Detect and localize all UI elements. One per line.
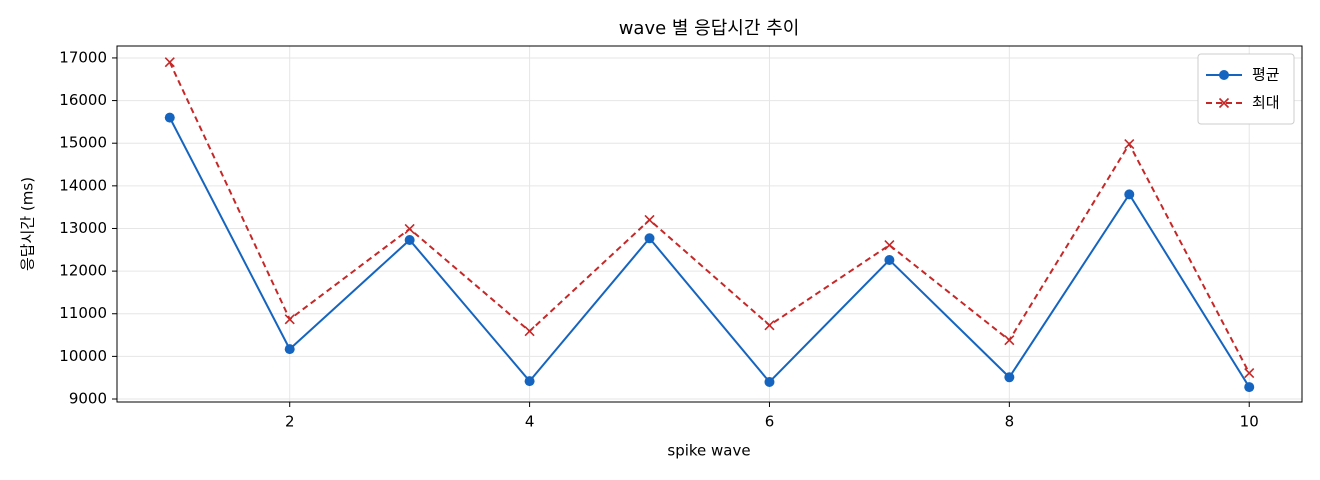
y-tick-label: 10000 [59, 347, 107, 365]
x-tick-label: 2 [285, 413, 295, 431]
chart-title: wave 별 응답시간 추이 [619, 18, 800, 39]
marker [884, 240, 895, 251]
plot-frame [116, 45, 1303, 403]
marker [1244, 367, 1255, 379]
marker [164, 112, 175, 123]
legend-box [1197, 53, 1295, 125]
marker [644, 233, 655, 244]
marker [1004, 335, 1015, 346]
marker [644, 214, 655, 226]
y-tick-label: 9000 [69, 390, 107, 408]
legend-marker [1219, 70, 1229, 80]
x-axis-label: spike wave [667, 442, 750, 460]
marker [524, 326, 535, 337]
marker [1244, 382, 1255, 393]
series-line [168, 61, 1251, 374]
marker [404, 234, 415, 245]
y-tick-label: 16000 [59, 91, 107, 109]
marker [764, 320, 775, 331]
marker [284, 314, 295, 325]
marker [1124, 189, 1135, 200]
x-tick-label: 8 [1005, 413, 1015, 431]
marker [1004, 372, 1015, 383]
marker [884, 255, 895, 266]
y-tick-label: 17000 [59, 48, 107, 66]
marker [404, 223, 415, 234]
y-tick-label: 14000 [59, 176, 107, 194]
marker [764, 376, 775, 387]
y-tick-label: 13000 [59, 219, 107, 237]
y-axis-label: 응답시간 (ms) [19, 177, 37, 271]
series-line [168, 117, 1251, 388]
x-tick-label: 10 [1240, 413, 1259, 431]
legend-marker [1218, 97, 1230, 109]
y-tick-label: 11000 [59, 304, 107, 322]
marker [164, 57, 175, 68]
marker [1124, 138, 1135, 150]
y-tick-label: 12000 [59, 262, 107, 280]
legend-label: 최대 [1252, 94, 1280, 112]
marker [524, 376, 535, 387]
x-tick-label: 4 [525, 413, 535, 431]
marker [284, 344, 295, 355]
x-tick-label: 6 [765, 413, 775, 431]
y-tick-label: 15000 [59, 134, 107, 152]
legend-label: 평균 [1252, 66, 1280, 84]
